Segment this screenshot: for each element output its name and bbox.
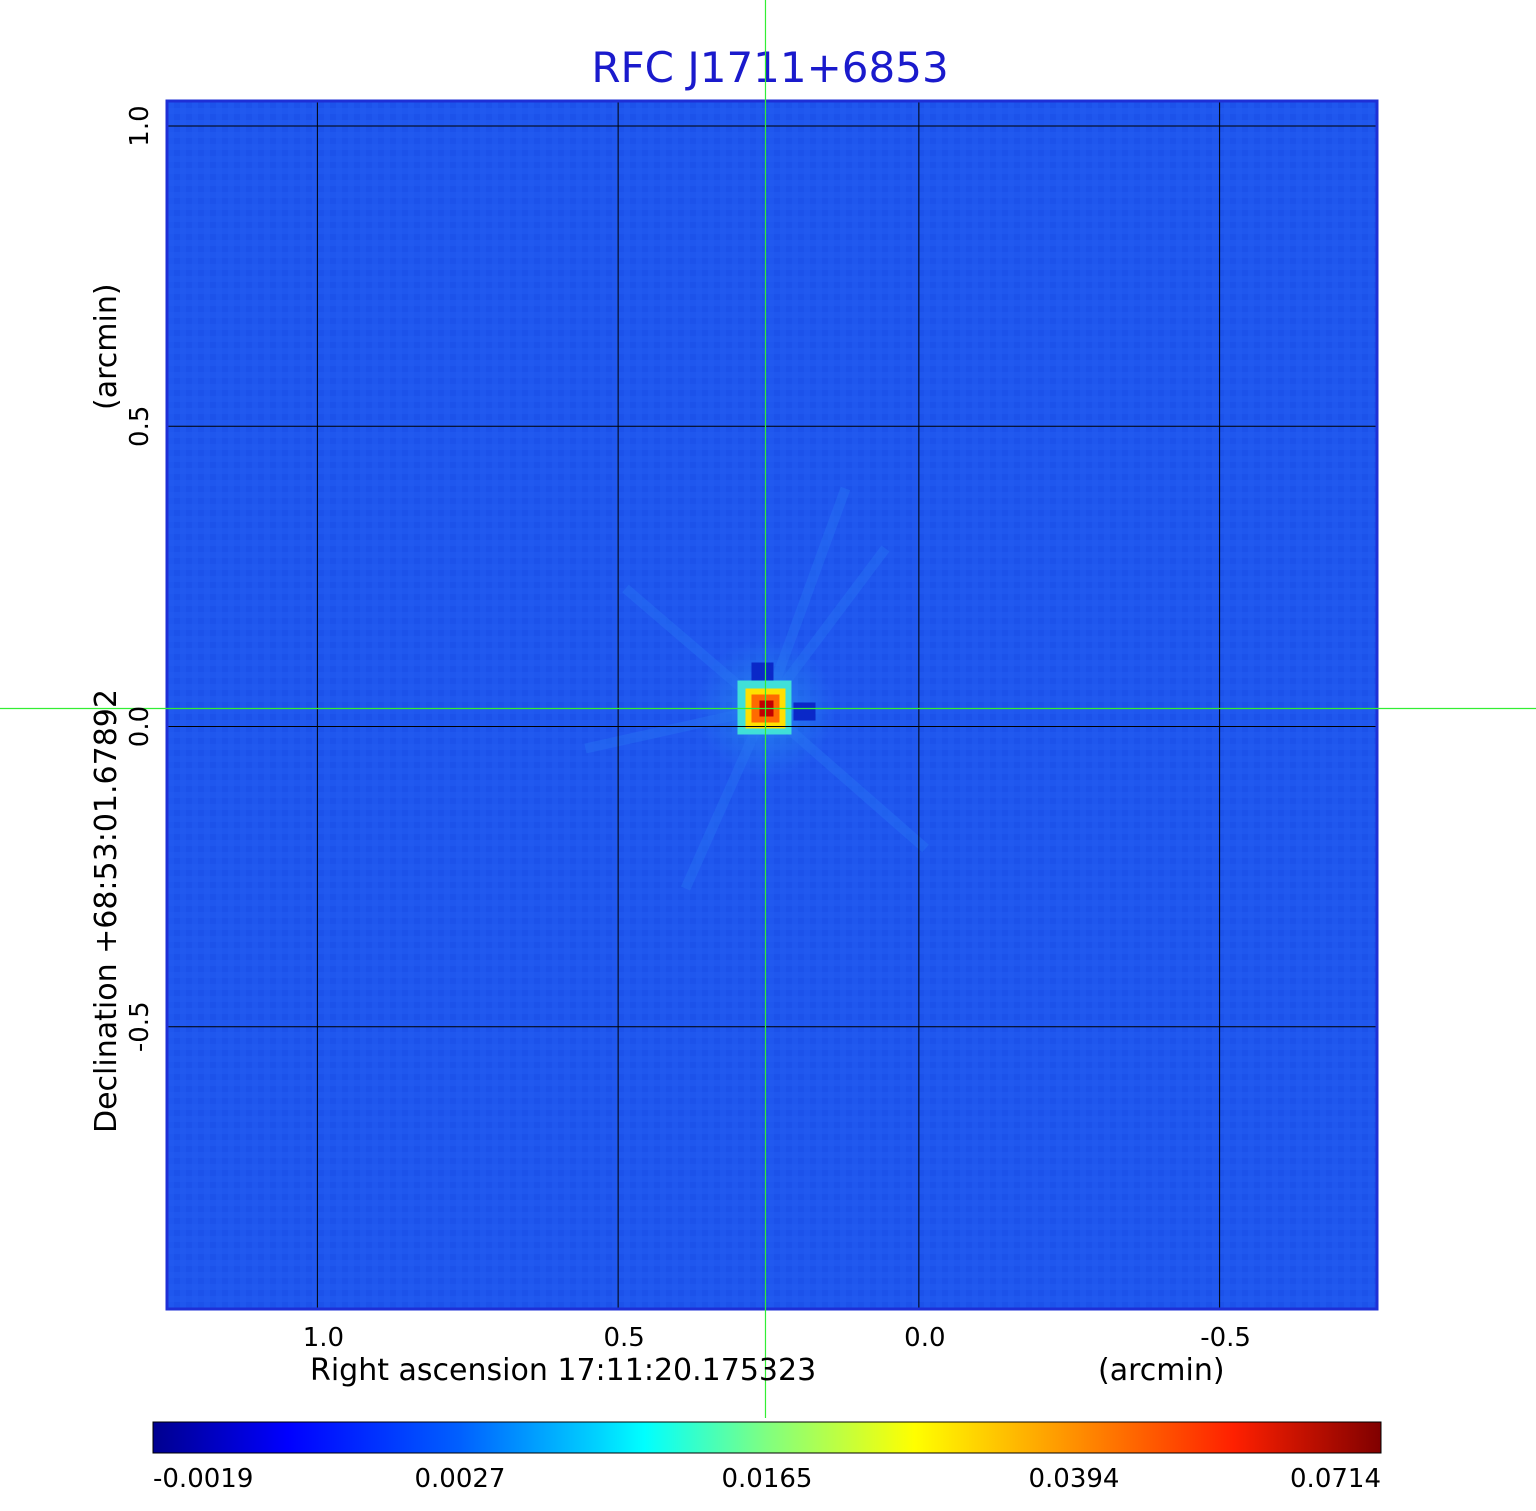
chart-title: RFC J1711+6853 — [591, 43, 948, 92]
colorbar-tick-label: 0.0165 — [722, 1464, 813, 1494]
plot-frame — [165, 99, 1379, 1311]
x-tick-label: -0.5 — [1200, 1323, 1251, 1353]
negative-lobe — [793, 702, 816, 721]
plot-area — [167, 102, 1376, 1309]
y-tick-labels: 1.0 0.5 0.0 -0.5 — [125, 105, 155, 1052]
negative-lobe — [751, 662, 774, 683]
colorbar-tick-label: 0.0714 — [1290, 1464, 1381, 1494]
x-tick-label: 0.5 — [603, 1323, 644, 1353]
crosshair — [0, 0, 1536, 1418]
sidelobe-4 — [584, 703, 767, 754]
x-axis-unit: (arcmin) — [1098, 1353, 1225, 1388]
x-tick-label: 0.0 — [904, 1323, 945, 1353]
colorbar-tick-label: 0.0027 — [415, 1464, 506, 1494]
x-axis-label: Right ascension 17:11:20.175323 — [310, 1353, 816, 1388]
x-tick-labels: 1.0 0.5 0.0 -0.5 — [303, 1323, 1251, 1353]
colorbar-tick-label: 0.0394 — [1029, 1464, 1120, 1494]
y-tick-label: 0.0 — [125, 706, 155, 747]
grid-lines — [167, 102, 1376, 1309]
y-tick-label: 1.0 — [125, 105, 155, 146]
sidelobe-3 — [762, 704, 929, 853]
y-tick-label: -0.5 — [125, 1001, 155, 1052]
y-axis-label: Declination +68:53:01.67892 — [89, 689, 124, 1133]
colorbar-tick-label: -0.0019 — [153, 1464, 253, 1494]
colorbar-tick-labels: -0.0019 0.0027 0.0165 0.0394 0.0714 — [153, 1464, 1381, 1494]
x-tick-label: 1.0 — [303, 1323, 344, 1353]
y-axis-unit: (arcmin) — [89, 283, 124, 410]
sidelobe-5 — [760, 486, 851, 711]
colorbar — [152, 1421, 1382, 1454]
y-tick-label: 0.5 — [125, 406, 155, 447]
sidelobe-2 — [680, 706, 771, 891]
